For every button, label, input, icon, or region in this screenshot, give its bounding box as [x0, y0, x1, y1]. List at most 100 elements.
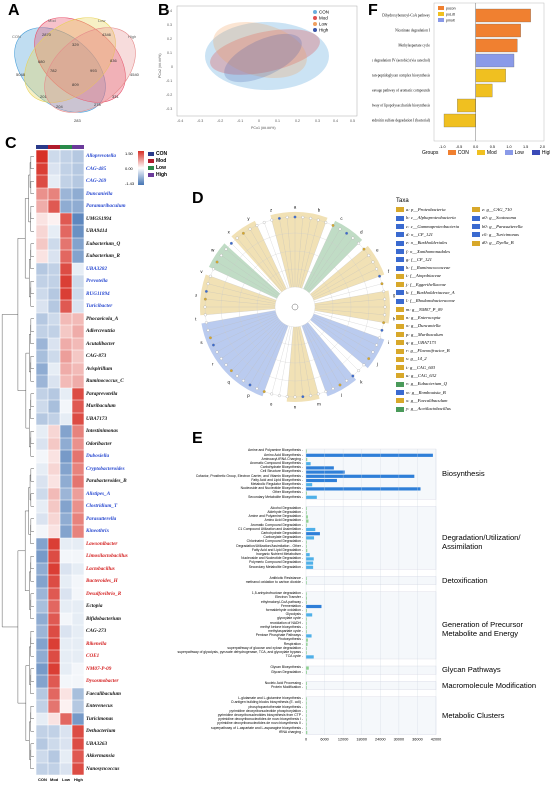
clade-node — [215, 350, 219, 354]
clade-node — [351, 374, 355, 378]
column-label: High — [74, 777, 83, 782]
clade-letter: e — [376, 248, 379, 253]
lefse-legend-item: m: g__NM07_P_09 — [396, 307, 442, 313]
heatmap-cell — [72, 187, 84, 200]
column-group-bar — [36, 145, 48, 149]
pcoa-legend-dot — [313, 28, 317, 32]
heatmap-cell — [72, 637, 84, 650]
panel-label-b: B — [158, 2, 170, 19]
taxon-label: Alloprevotella — [86, 153, 116, 159]
clade-letter: m — [317, 402, 321, 407]
lefse-legend-item: r: g__Flavonifractor_B — [396, 348, 450, 354]
heatmap-cell — [48, 700, 60, 713]
heatmap-cell — [36, 662, 48, 675]
lefse-legend-item: t: g__CAG_603 — [396, 365, 435, 371]
venn-label-con: CON — [12, 34, 21, 39]
groups-legend-label: Low — [514, 150, 524, 156]
heatmap-cell — [72, 587, 84, 600]
pcoa-xtick: -0.2 — [217, 119, 223, 123]
clade-branch — [264, 222, 289, 289]
dendrogram-branch — [30, 181, 34, 194]
scale-label-high: 1.50 — [125, 151, 133, 156]
heatmap-cell — [36, 600, 48, 613]
heatmap-cell — [36, 425, 48, 438]
clade-node — [309, 216, 313, 220]
groups-legend-swatch — [447, 150, 456, 156]
venn-value: 204 — [56, 104, 63, 109]
heatmap-cell — [60, 712, 72, 725]
heatmap-cell — [72, 425, 84, 438]
lefse-legend-label: x: g__Faecalibaculum — [406, 397, 448, 403]
dendrogram-branch — [30, 318, 34, 332]
pathway-bar — [306, 532, 320, 536]
heatmap-cell — [60, 362, 72, 375]
lefse-legend-item: p: g__Muribaculum — [396, 332, 443, 337]
venn-value: 680 — [38, 59, 45, 64]
pathway-bar — [306, 705, 307, 709]
column-label: Low — [62, 777, 70, 782]
heatmap-cell — [72, 300, 84, 313]
pcoa-xtick: -0.4 — [177, 119, 183, 123]
lefse-legend-swatch — [472, 232, 480, 238]
heatmap-cell — [60, 325, 72, 338]
clade-node — [378, 336, 381, 340]
dendrogram-branch — [30, 431, 34, 444]
heatmap-cell — [48, 475, 60, 488]
heatmap-cell — [48, 450, 60, 463]
heatmap-cell — [48, 637, 60, 650]
dendrogram-branch — [17, 550, 26, 704]
clade-branch — [256, 225, 287, 289]
lda-bar-label: Methylaspartate cycle — [398, 44, 430, 48]
taxon-label: UBA3282 — [86, 265, 108, 272]
clade-node — [209, 274, 212, 278]
heatmap-cell — [48, 187, 60, 200]
lefse-legend-item: v: g__Eubacterium_Q — [396, 381, 447, 387]
clade-highlight — [301, 322, 357, 397]
clade-branch — [216, 316, 278, 353]
pathway-bar — [306, 609, 307, 613]
heatmap-cell — [60, 525, 72, 538]
dendrogram-branch — [29, 259, 31, 298]
clade-node — [235, 236, 239, 240]
dendrogram-branch — [30, 249, 34, 269]
lda-bar — [457, 98, 476, 113]
dendrogram-branch — [30, 393, 34, 407]
pathway-bar — [306, 634, 312, 638]
heatmap-cell — [60, 450, 72, 463]
heatmap-cell — [72, 650, 84, 663]
clade-highlight — [231, 220, 287, 293]
heatmap-cell — [48, 500, 60, 513]
heatmap-cell — [72, 525, 84, 538]
lefse-legend-swatch — [396, 390, 404, 396]
lefse-legend-swatch — [396, 340, 404, 346]
lefse-legend-label: z: g__CAG_710 — [482, 207, 512, 212]
heatmap-cell — [72, 275, 84, 288]
pathway-bar — [306, 487, 421, 491]
pathway-bar — [306, 466, 334, 470]
heatmap-cell — [36, 550, 48, 563]
clade-node — [301, 395, 305, 399]
taxon-label: Kineothrix — [86, 528, 110, 534]
lefse-legend-label: o: g__Duncaniella — [406, 323, 441, 329]
venn-ellipse-con — [14, 27, 106, 113]
taxon-label: Enterenecus — [86, 703, 113, 709]
venn-value: 331 — [112, 94, 119, 99]
venn-value: 993 — [90, 68, 97, 73]
dendrogram-branch — [30, 524, 34, 544]
pathway-bar — [306, 646, 307, 651]
heatmap-panel: Alloprevotella CAG-485 CAG-269 Duncaniella P… — [0, 145, 185, 785]
heatmap-col-labels: CON Mod Low High — [36, 777, 96, 785]
heatmap-cell — [36, 725, 48, 738]
taxon-label: Bacteroides_H — [86, 578, 118, 584]
pathway-category-title: Detoxification — [442, 575, 488, 585]
heatmap-cell — [36, 612, 48, 625]
dendrogram-branch — [30, 599, 34, 619]
taxon-label: Intestinimonas — [86, 428, 119, 434]
dendrogram-branch — [29, 571, 31, 610]
heatmap-cell — [60, 437, 72, 450]
panel-label-a: A — [8, 2, 20, 19]
clade-branch — [311, 318, 369, 359]
heatmap-cell — [48, 337, 60, 350]
clade-branch — [310, 249, 365, 295]
column-group-bar — [72, 145, 84, 149]
